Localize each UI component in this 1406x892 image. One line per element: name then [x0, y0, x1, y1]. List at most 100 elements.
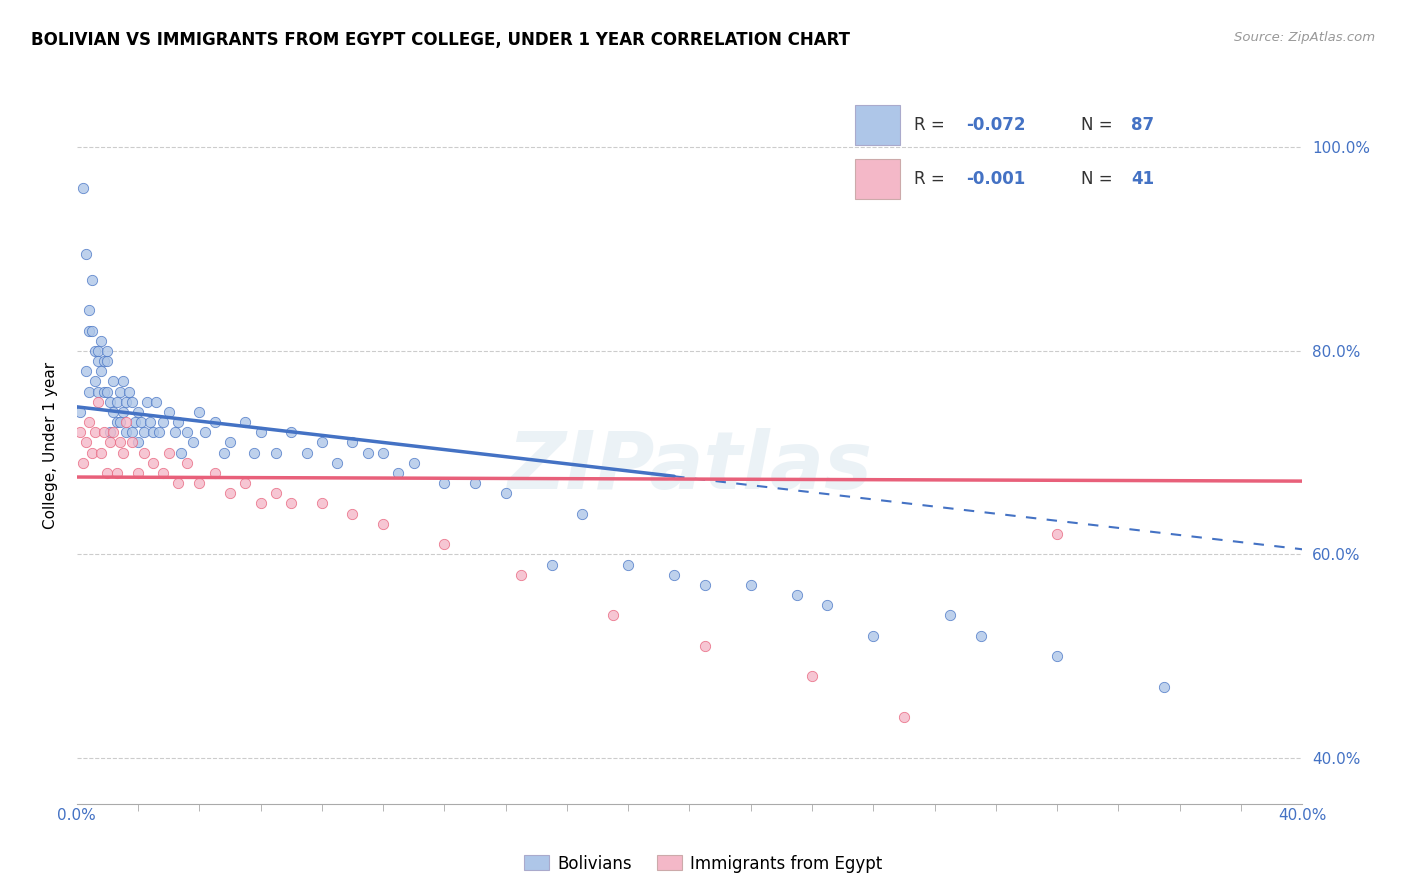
Point: [166, 415, 188, 429]
Point: [77, 324, 100, 338]
Point: [108, 384, 131, 399]
Point: [80, 445, 103, 459]
Point: [571, 507, 593, 521]
Point: [100, 435, 122, 450]
Point: [219, 435, 242, 450]
Point: [510, 567, 533, 582]
Point: [433, 537, 456, 551]
Point: [243, 445, 266, 459]
Point: [87, 384, 110, 399]
Point: [103, 425, 125, 440]
Point: [75, 247, 97, 261]
Point: [87, 354, 110, 368]
Point: [152, 415, 174, 429]
Point: [166, 476, 188, 491]
Point: [103, 375, 125, 389]
Point: [157, 405, 180, 419]
Point: [93, 384, 115, 399]
Point: [662, 567, 685, 582]
Point: [90, 364, 112, 378]
Point: [188, 476, 211, 491]
Point: [740, 578, 762, 592]
Point: [152, 466, 174, 480]
Point: [969, 629, 991, 643]
Point: [1153, 680, 1175, 694]
Point: [90, 334, 112, 348]
Point: [602, 608, 624, 623]
Point: [103, 405, 125, 419]
Point: [145, 394, 167, 409]
Point: [693, 639, 716, 653]
Point: [100, 425, 122, 440]
Point: [157, 445, 180, 459]
Point: [280, 496, 302, 510]
Point: [786, 588, 808, 602]
Point: [134, 445, 156, 459]
Point: [1046, 527, 1069, 541]
Text: BOLIVIAN VS IMMIGRANTS FROM EGYPT COLLEGE, UNDER 1 YEAR CORRELATION CHART: BOLIVIAN VS IMMIGRANTS FROM EGYPT COLLEG…: [31, 31, 851, 49]
Point: [93, 425, 115, 440]
Point: [264, 486, 287, 500]
Point: [72, 181, 94, 195]
Point: [280, 425, 302, 440]
Point: [1046, 649, 1069, 664]
Point: [96, 354, 118, 368]
Point: [801, 669, 824, 683]
Point: [114, 394, 136, 409]
Point: [402, 456, 425, 470]
Point: [84, 343, 107, 358]
Point: [121, 425, 143, 440]
Point: [96, 343, 118, 358]
Point: [249, 425, 271, 440]
Point: [129, 415, 152, 429]
Point: [176, 425, 198, 440]
Point: [93, 354, 115, 368]
Text: ZIPatlas: ZIPatlas: [508, 427, 872, 506]
Point: [75, 435, 97, 450]
Point: [114, 415, 136, 429]
Point: [136, 394, 159, 409]
Point: [181, 435, 204, 450]
Point: [204, 466, 226, 480]
Point: [142, 456, 165, 470]
Point: [77, 415, 100, 429]
Point: [139, 415, 162, 429]
Point: [233, 476, 256, 491]
Point: [357, 445, 380, 459]
Y-axis label: College, Under 1 year: College, Under 1 year: [44, 361, 58, 529]
Point: [342, 507, 364, 521]
Point: [233, 415, 256, 429]
Point: [433, 476, 456, 491]
Legend: Bolivians, Immigrants from Egypt: Bolivians, Immigrants from Egypt: [517, 848, 889, 880]
Point: [80, 273, 103, 287]
Point: [90, 445, 112, 459]
Point: [87, 343, 110, 358]
Point: [249, 496, 271, 510]
Point: [114, 425, 136, 440]
Point: [204, 415, 226, 429]
Point: [862, 629, 884, 643]
Point: [77, 384, 100, 399]
Point: [893, 710, 915, 724]
Point: [540, 558, 562, 572]
Point: [464, 476, 486, 491]
Point: [77, 303, 100, 318]
Point: [124, 415, 146, 429]
Point: [264, 445, 287, 459]
Point: [121, 394, 143, 409]
Point: [342, 435, 364, 450]
Point: [127, 435, 149, 450]
Point: [163, 425, 186, 440]
Point: [326, 456, 349, 470]
Point: [105, 394, 128, 409]
Point: [111, 375, 134, 389]
Point: [295, 445, 318, 459]
Point: [96, 466, 118, 480]
Point: [371, 445, 394, 459]
Point: [127, 405, 149, 419]
Point: [134, 425, 156, 440]
Text: Source: ZipAtlas.com: Source: ZipAtlas.com: [1234, 31, 1375, 45]
Point: [84, 375, 107, 389]
Point: [142, 425, 165, 440]
Point: [176, 456, 198, 470]
